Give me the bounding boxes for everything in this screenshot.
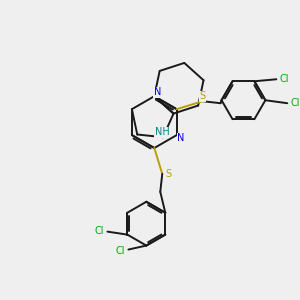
Text: N: N — [154, 87, 161, 97]
Text: NH: NH — [154, 127, 169, 137]
Text: N: N — [177, 133, 184, 143]
Text: Cl: Cl — [290, 98, 300, 108]
Text: Cl: Cl — [116, 245, 125, 256]
Text: S: S — [165, 169, 171, 179]
Text: Cl: Cl — [95, 226, 104, 236]
Text: Cl: Cl — [280, 74, 289, 84]
Text: S: S — [200, 91, 206, 101]
